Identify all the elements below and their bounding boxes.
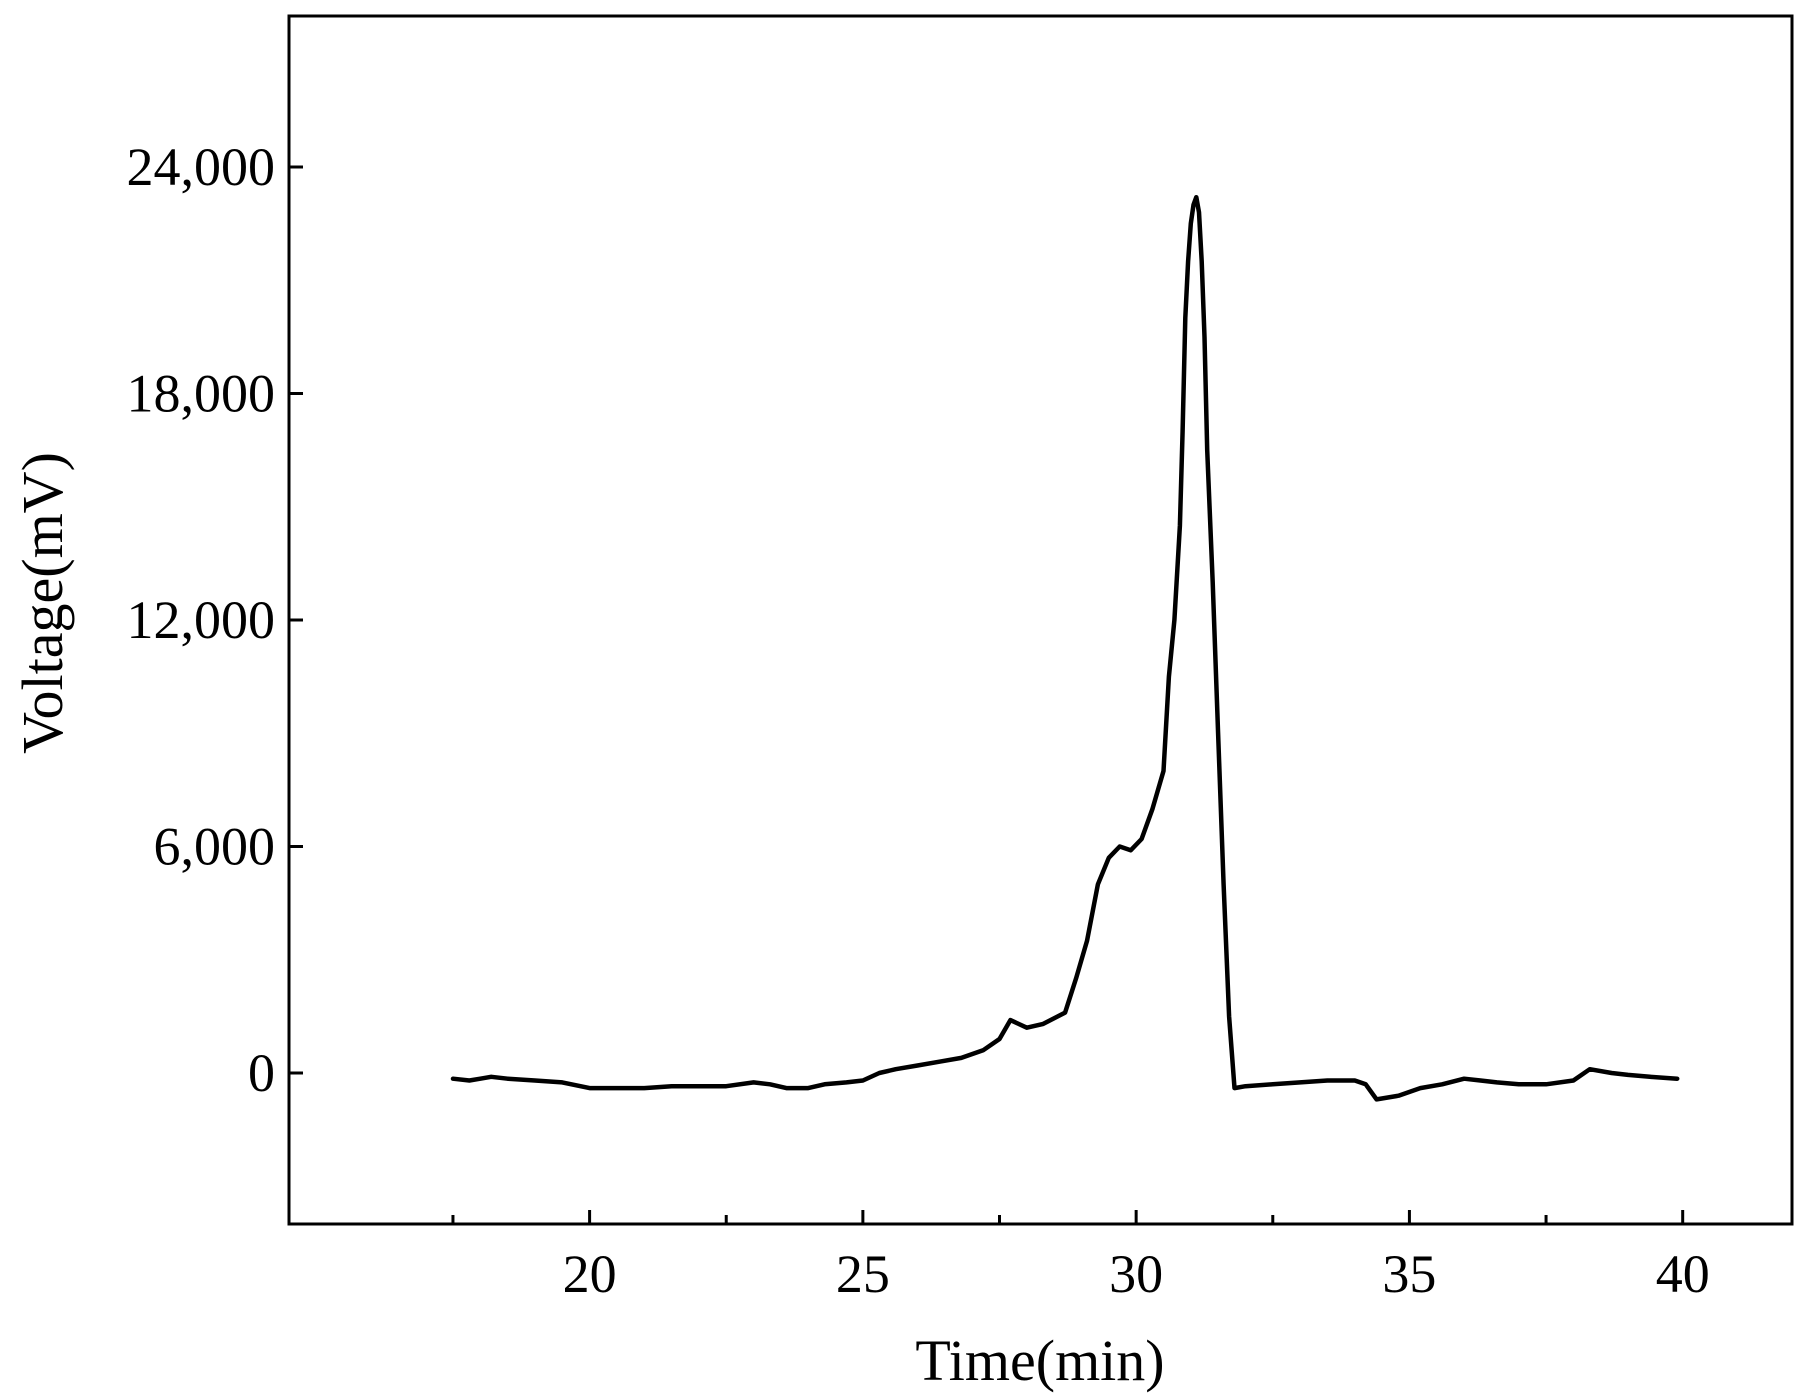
y-axis-title: Voltage(mV) bbox=[10, 452, 75, 754]
x-tick-label: 20 bbox=[563, 1244, 617, 1304]
x-tick-label: 30 bbox=[1109, 1244, 1163, 1304]
x-axis-ticks: 20 25 30 35 40 bbox=[451, 1210, 1710, 1304]
y-axis-ticks: 0 6,000 12,000 18,000 24,000 bbox=[127, 137, 303, 1103]
x-axis-title: Time(min) bbox=[915, 1328, 1164, 1393]
x-tick-label: 35 bbox=[1382, 1244, 1436, 1304]
y-tick-label: 18,000 bbox=[127, 364, 276, 424]
x-tick-label: 25 bbox=[836, 1244, 890, 1304]
plot-frame bbox=[287, 14, 1794, 1226]
x-tick-label: 40 bbox=[1656, 1244, 1710, 1304]
y-tick-label: 12,000 bbox=[127, 590, 276, 650]
y-tick-label: 0 bbox=[248, 1043, 275, 1103]
series-line bbox=[450, 194, 1680, 1102]
y-tick-label: 24,000 bbox=[127, 137, 276, 197]
y-tick-label: 6,000 bbox=[154, 817, 276, 877]
